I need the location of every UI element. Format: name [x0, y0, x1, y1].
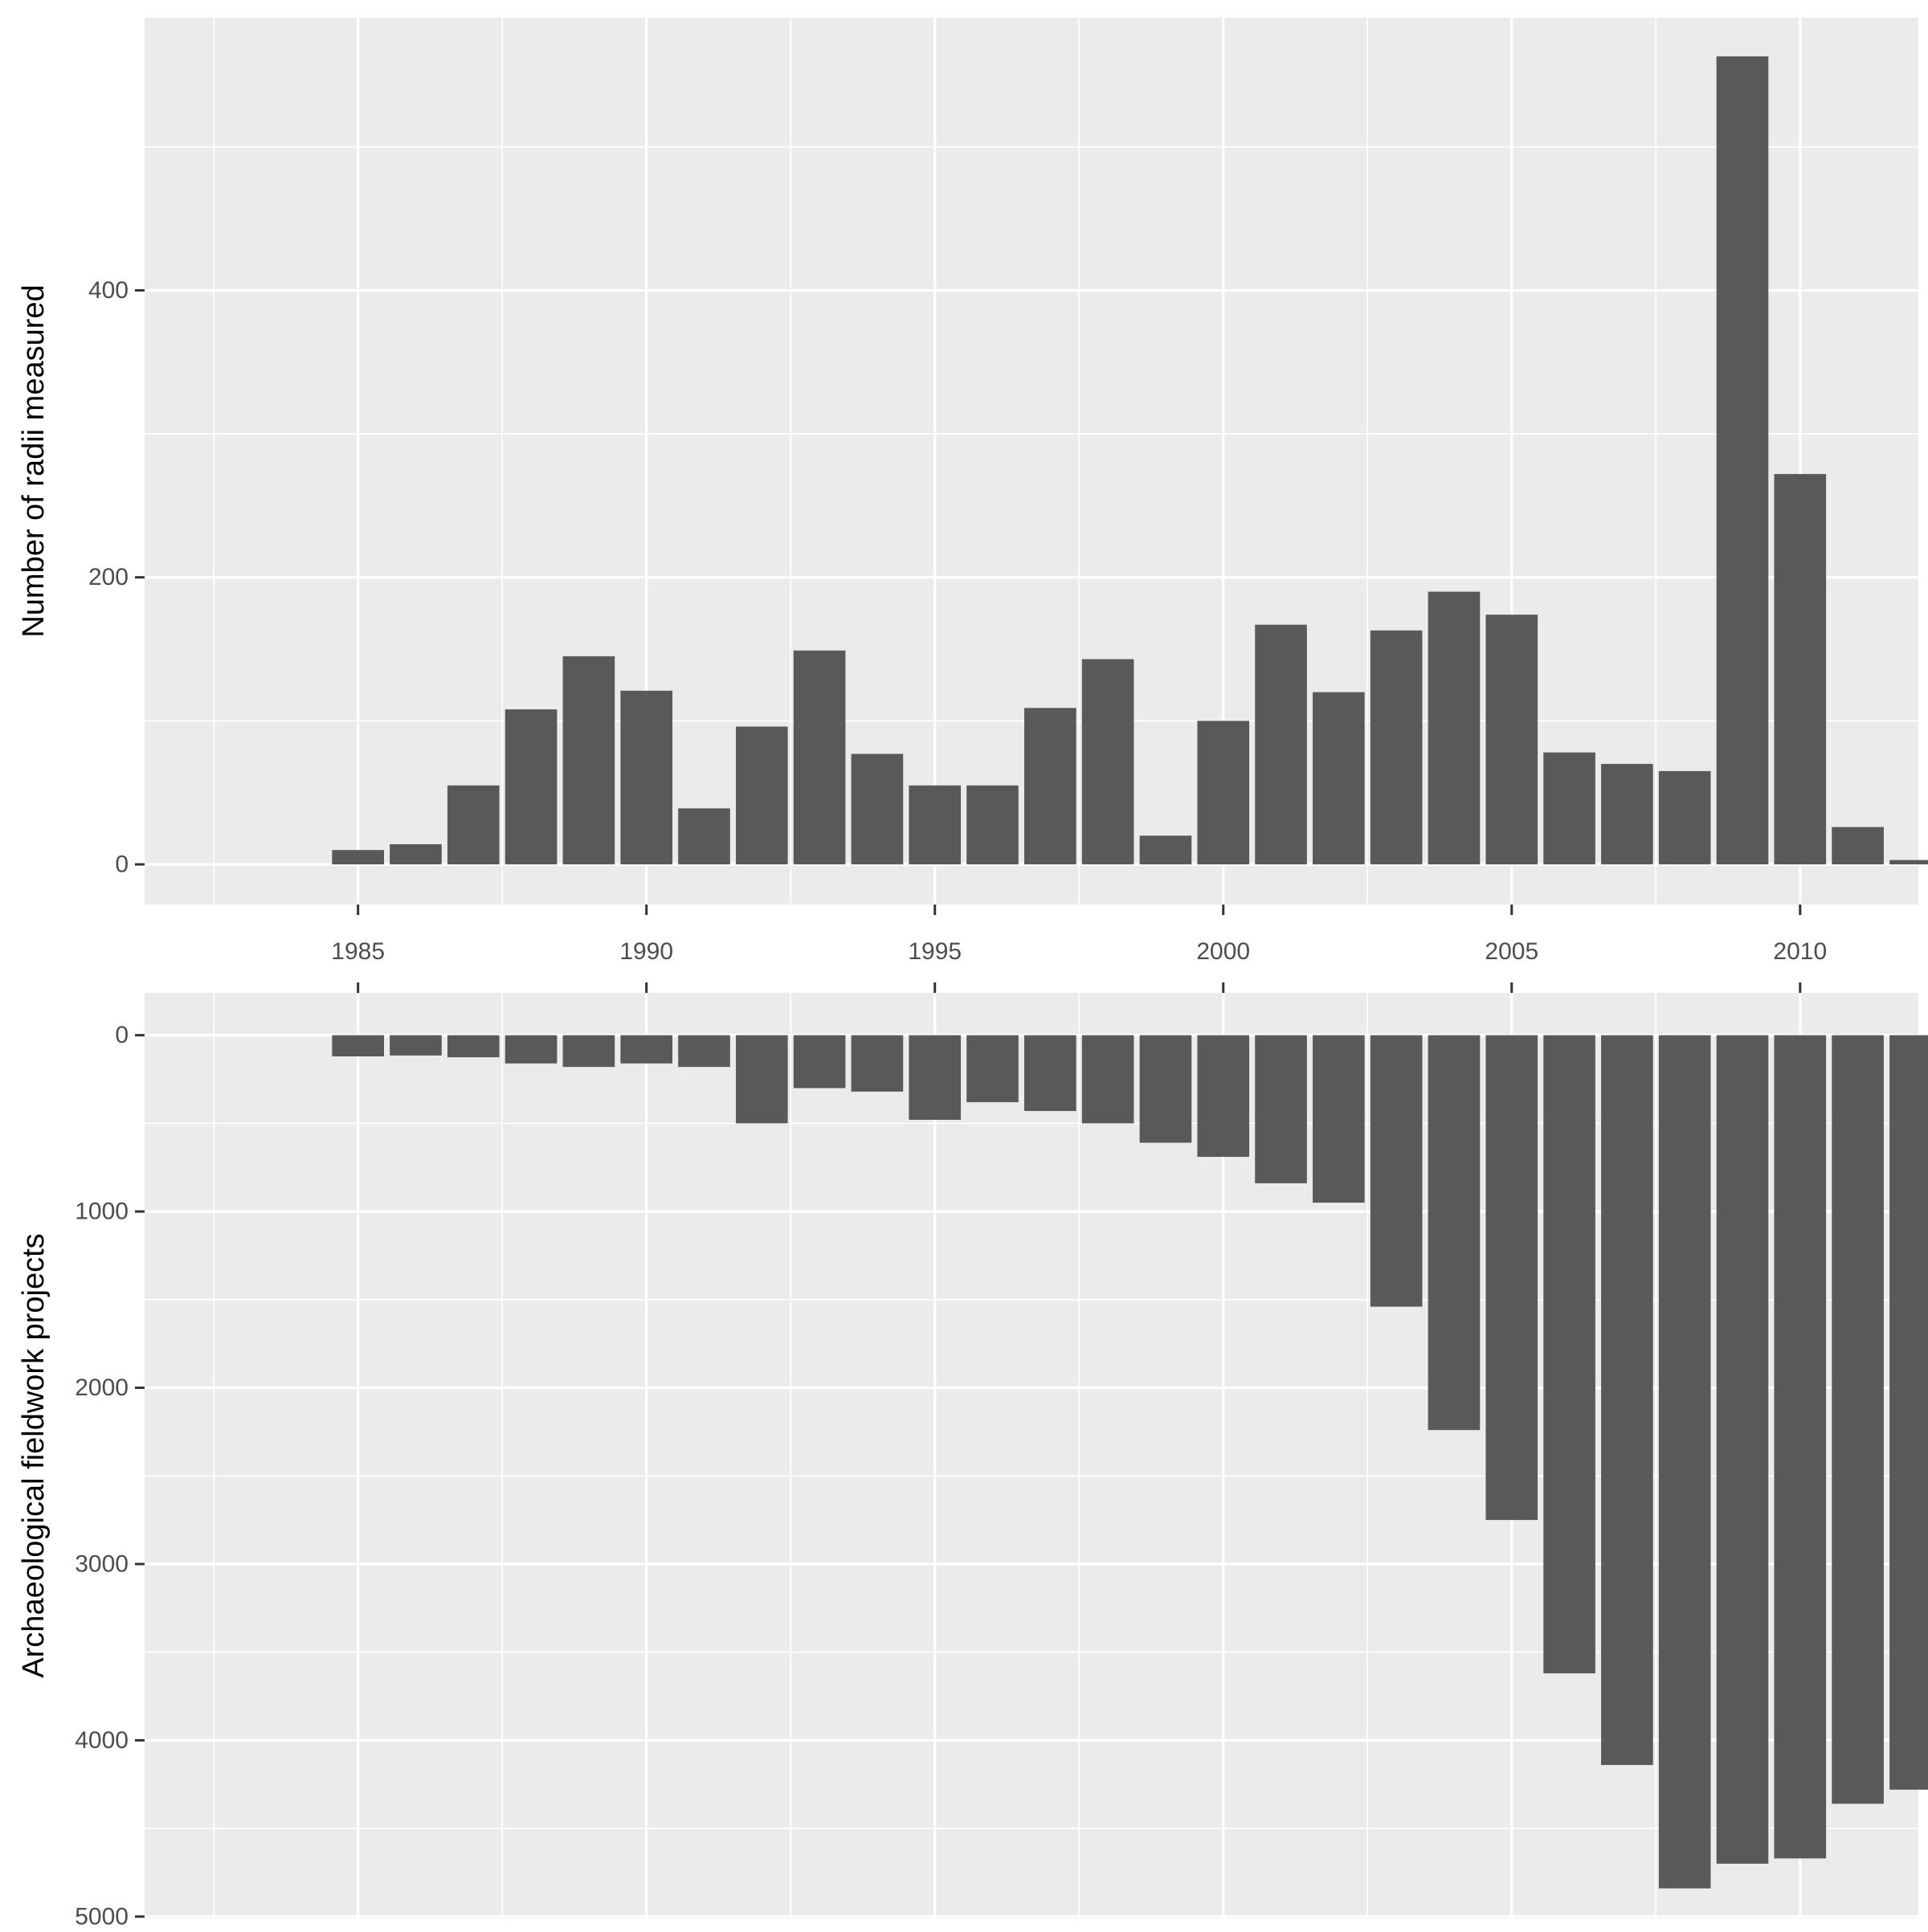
panel-2-bar-2005 — [1485, 1035, 1538, 1521]
panel-1-bar-2009 — [1716, 56, 1769, 864]
panel-1-y-tick-label: 400 — [88, 277, 129, 304]
panel-1-bar-1990 — [620, 690, 673, 864]
panel-2-y-tick-label: 0 — [115, 1022, 129, 1048]
panel-1-bar-2010 — [1774, 474, 1827, 864]
panel-2-y-tick-label: 3000 — [75, 1550, 129, 1577]
panel-1-bar-2001 — [1255, 624, 1307, 864]
panel-2-bar-1997 — [1024, 1035, 1076, 1112]
panel-2-bar-1991 — [678, 1035, 730, 1068]
panel-2-bar-1993 — [793, 1035, 846, 1089]
panel-1-y-axis-title: Number of radii measured — [17, 284, 51, 637]
panel-2-bar-1996 — [966, 1035, 1019, 1103]
panel-1-y-tick-label: 0 — [115, 851, 129, 877]
panel-1-bar-1988 — [504, 709, 558, 864]
panel-2-bar-1999 — [1139, 1035, 1192, 1143]
panel-2-bar-2012 — [1889, 1035, 1928, 1790]
panel-1-bar-2002 — [1313, 692, 1365, 864]
panel-1-x-tick-label: 1985 — [331, 938, 385, 965]
panel-2-bar-1985 — [332, 1035, 384, 1056]
panel-1-bar-1996 — [966, 785, 1019, 864]
panel-1-bar-2012 — [1889, 860, 1928, 864]
panel-1-bar-1992 — [736, 726, 788, 864]
panel-1-bar-1985 — [332, 850, 384, 864]
panel-2-bar-1998 — [1081, 1035, 1134, 1124]
panel-1-bar-1997 — [1024, 708, 1076, 864]
panel-1-x-tick-label: 1990 — [619, 938, 673, 965]
panel-1-x-tick-label: 2010 — [1773, 938, 1827, 965]
panel-2-bar-1989 — [562, 1035, 615, 1068]
panel-1-bar-2008 — [1658, 770, 1711, 864]
panel-2-bar-1992 — [736, 1035, 788, 1124]
panel-1-bar-2004 — [1428, 591, 1481, 864]
panel-1-bar-1994 — [851, 754, 904, 864]
panel-2-bar-2007 — [1601, 1035, 1653, 1766]
panel-1-bar-1986 — [390, 843, 442, 864]
panel-1-x-tick-label: 2000 — [1196, 938, 1250, 965]
panel-1-bar-2005 — [1485, 615, 1538, 864]
panel-2-bar-2006 — [1543, 1035, 1595, 1673]
panel-2-y-tick-label: 5000 — [75, 1903, 129, 1928]
panel-2-bar-2009 — [1716, 1035, 1769, 1864]
panel-2-bar-2011 — [1832, 1035, 1884, 1804]
panel-2-bar-2010 — [1774, 1035, 1827, 1859]
panel-1-bar-2007 — [1601, 763, 1653, 864]
panel-2-y-tick-label: 4000 — [75, 1727, 129, 1754]
panel-2-bar-2003 — [1370, 1035, 1423, 1307]
panel-1-x-tick-label: 1995 — [908, 938, 962, 965]
panel-2-y-tick-label: 1000 — [75, 1199, 129, 1225]
panel-2-bar-1986 — [390, 1035, 442, 1056]
panel-2-bar-2001 — [1255, 1035, 1307, 1183]
panel-1-bar-1993 — [793, 650, 846, 864]
panel-1-bar-1989 — [562, 656, 615, 864]
panel-1-bar-2003 — [1370, 630, 1423, 864]
panel-1-bar-1991 — [678, 808, 730, 864]
panel-1-bar-2011 — [1832, 827, 1884, 864]
panel-2-bar-1995 — [909, 1035, 962, 1120]
panel-1-x-tick-label: 2005 — [1485, 938, 1538, 965]
panel-2-bar-2004 — [1428, 1035, 1481, 1431]
panel-2-y-tick-label: 2000 — [75, 1374, 129, 1401]
panel-2-y-axis-title: Archaeological fieldwork projects — [17, 1233, 51, 1677]
panel-2-bar-1988 — [504, 1035, 558, 1064]
panel-2-bar-2002 — [1313, 1035, 1365, 1203]
panel-1-bar-1999 — [1139, 835, 1192, 864]
panel-1-bar-1998 — [1081, 659, 1134, 864]
panel-2-bar-1990 — [620, 1035, 673, 1064]
panel-1-y-tick-label: 200 — [88, 564, 129, 590]
panel-1-bar-1995 — [909, 785, 962, 864]
panel-1-bar-2000 — [1197, 721, 1250, 864]
panel-1-bar-2006 — [1543, 752, 1595, 864]
panel-2-bar-2000 — [1197, 1035, 1250, 1158]
panel-2-bar-1987 — [447, 1035, 500, 1058]
panel-2-bar-1994 — [851, 1035, 904, 1092]
panel-1-bar-1987 — [447, 785, 500, 864]
panel-2-bar-2008 — [1658, 1035, 1711, 1889]
